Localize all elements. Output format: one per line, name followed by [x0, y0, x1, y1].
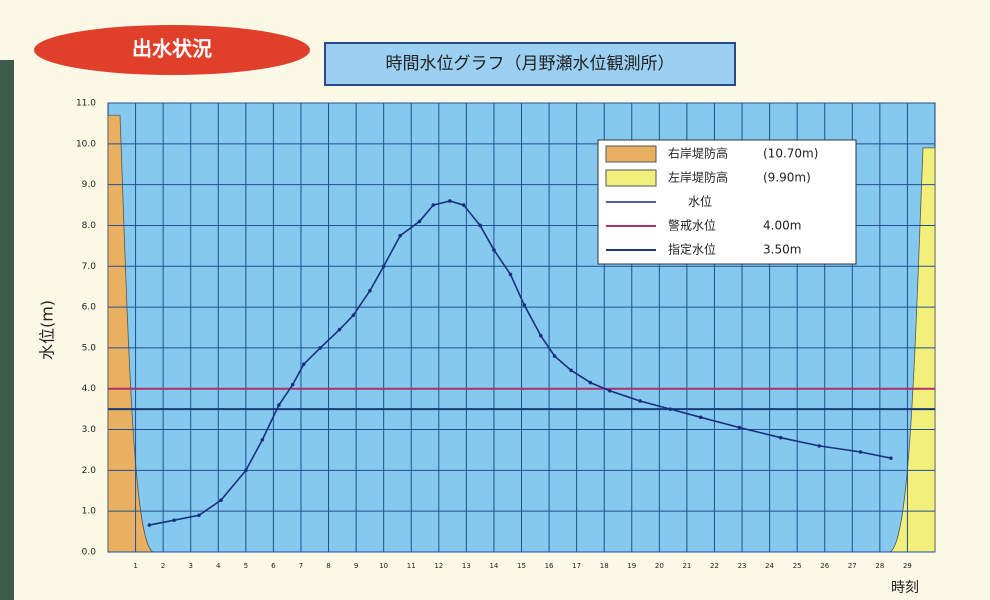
data-point: [779, 436, 783, 440]
x-axis-label: 時刻: [891, 580, 919, 596]
legend-label: 水位: [688, 194, 712, 209]
x-tick-label: 6: [271, 562, 276, 570]
x-tick-label: 17: [572, 562, 581, 570]
data-point: [699, 416, 703, 420]
legend-swatch: [606, 146, 656, 162]
data-point: [492, 248, 496, 252]
y-axis-label: 水位(m): [38, 300, 57, 360]
x-tick-label: 26: [820, 562, 829, 570]
legend-label: 右岸堤防高: [668, 146, 728, 161]
data-point: [478, 224, 482, 228]
data-point: [889, 456, 893, 460]
x-tick-label: 29: [903, 562, 912, 570]
data-point: [261, 438, 265, 442]
x-tick-label: 25: [793, 562, 802, 570]
y-tick-label: 4.0: [82, 384, 97, 394]
data-point: [737, 426, 741, 430]
chart-title: 時間水位グラフ（月野瀬水位観測所）: [386, 54, 675, 74]
x-tick-label: 20: [655, 562, 664, 570]
data-point: [318, 346, 322, 350]
x-tick-label: 23: [738, 562, 747, 570]
chart: 出水状況 時間水位グラフ（月野瀬水位観測所） 水位(m) 時刻 0.0 1.0 2.…: [0, 0, 990, 600]
data-point: [148, 523, 152, 527]
data-point: [368, 289, 372, 293]
y-tick-label: 6.0: [82, 303, 97, 313]
badge-text: 出水状況: [132, 37, 212, 61]
data-point: [817, 444, 821, 448]
y-tick-label: 7.0: [82, 262, 97, 272]
data-point: [338, 328, 342, 332]
x-tick-label: 12: [434, 562, 443, 570]
x-tick-label: 24: [765, 562, 774, 570]
y-tick-label: 10.0: [76, 139, 96, 149]
data-point: [638, 399, 642, 403]
x-tick-label: 14: [489, 562, 498, 570]
x-tick-label: 28: [875, 562, 884, 570]
data-point: [859, 450, 863, 454]
data-point: [244, 469, 248, 473]
y-tick-label: 1.0: [82, 507, 97, 517]
legend-swatch: [606, 170, 656, 186]
y-tick-label: 9.0: [82, 180, 97, 190]
data-point: [431, 203, 435, 207]
data-point: [172, 518, 176, 522]
y-tick-label: 5.0: [82, 343, 97, 353]
x-tick-label: 2: [161, 562, 165, 570]
x-tick-label: 21: [682, 562, 691, 570]
y-tick-label: 2.0: [82, 466, 97, 476]
x-tick-label: 16: [545, 562, 554, 570]
data-point: [219, 498, 223, 502]
x-tick-label: 10: [379, 562, 388, 570]
legend-label: 指定水位: [668, 242, 716, 257]
x-tick-label: 1: [133, 562, 137, 570]
x-tick-label: 9: [354, 562, 358, 570]
data-point: [462, 203, 466, 207]
data-point: [352, 313, 356, 317]
x-tick-label: 5: [244, 562, 248, 570]
legend-value: 4.00m: [763, 219, 801, 233]
x-tick-label: 8: [326, 562, 330, 570]
data-point: [589, 381, 593, 385]
x-tick-label: 27: [848, 562, 857, 570]
data-point: [509, 273, 513, 277]
data-point: [197, 513, 201, 517]
data-point: [669, 407, 673, 411]
y-tick-label: 8.0: [82, 221, 97, 231]
x-tick-label: 13: [462, 562, 471, 570]
x-tick-label: 19: [627, 562, 636, 570]
data-point: [522, 303, 526, 307]
x-tick-label: 22: [710, 562, 719, 570]
x-tick-label: 7: [299, 562, 303, 570]
legend-value: (10.70m): [763, 147, 818, 161]
data-point: [398, 234, 402, 238]
legend-value: (9.90m): [763, 171, 811, 185]
legend-label: 左岸堤防高: [668, 170, 728, 185]
x-tick-label: 15: [517, 562, 526, 570]
photo-edge: [0, 60, 14, 600]
y-tick-label: 3.0: [82, 425, 97, 435]
data-point: [553, 354, 557, 358]
data-point: [539, 334, 543, 338]
legend-value: 3.50m: [763, 243, 801, 257]
data-point: [291, 383, 295, 387]
data-point: [448, 199, 452, 203]
data-point: [382, 264, 386, 268]
data-point: [418, 220, 422, 224]
y-tick-label: 0.0: [82, 548, 97, 558]
data-point: [608, 389, 612, 393]
legend-label: 警戒水位: [668, 218, 716, 233]
data-point: [302, 362, 306, 366]
x-tick-label: 3: [188, 562, 192, 570]
x-tick-label: 18: [600, 562, 609, 570]
y-tick-label: 11.0: [76, 99, 96, 109]
data-point: [569, 369, 573, 373]
x-tick-label: 11: [407, 562, 416, 570]
data-point: [277, 403, 281, 407]
x-tick-label: 4: [216, 562, 221, 570]
